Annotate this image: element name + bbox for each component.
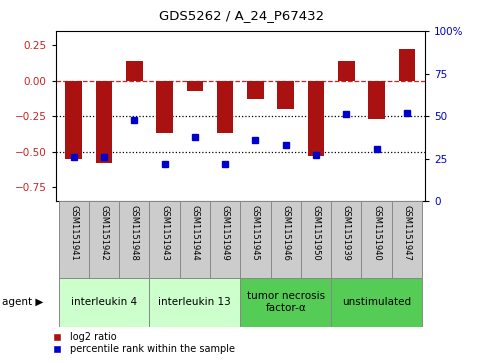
Bar: [277, 81, 294, 109]
Bar: [308, 81, 325, 156]
Bar: [58, 278, 149, 327]
Text: GSM1151939: GSM1151939: [342, 205, 351, 261]
Bar: [180, 201, 210, 278]
Text: GDS5262 / A_24_P67432: GDS5262 / A_24_P67432: [159, 9, 324, 22]
Bar: [270, 201, 301, 278]
Bar: [149, 201, 180, 278]
Text: interleukin 13: interleukin 13: [158, 297, 231, 307]
Text: GSM1151944: GSM1151944: [190, 205, 199, 261]
Text: GSM1151950: GSM1151950: [312, 205, 321, 261]
Bar: [210, 201, 241, 278]
Bar: [149, 278, 241, 327]
Text: GSM1151941: GSM1151941: [69, 205, 78, 261]
Text: GSM1151947: GSM1151947: [402, 205, 412, 261]
Text: agent ▶: agent ▶: [2, 297, 44, 307]
Bar: [65, 81, 82, 159]
Bar: [392, 201, 422, 278]
Text: unstimulated: unstimulated: [342, 297, 411, 307]
Text: GSM1151943: GSM1151943: [160, 205, 169, 261]
Bar: [89, 201, 119, 278]
Bar: [398, 49, 415, 81]
Text: GSM1151949: GSM1151949: [221, 205, 229, 261]
Bar: [96, 81, 113, 163]
Bar: [217, 81, 233, 133]
Text: interleukin 4: interleukin 4: [71, 297, 137, 307]
Bar: [368, 81, 385, 119]
Text: GSM1151942: GSM1151942: [99, 205, 109, 261]
Legend: log2 ratio, percentile rank within the sample: log2 ratio, percentile rank within the s…: [43, 329, 239, 358]
Text: GSM1151946: GSM1151946: [281, 205, 290, 261]
Text: GSM1151945: GSM1151945: [251, 205, 260, 261]
Bar: [119, 201, 149, 278]
Text: GSM1151940: GSM1151940: [372, 205, 381, 261]
Bar: [241, 201, 270, 278]
Bar: [241, 278, 331, 327]
Bar: [126, 61, 142, 81]
Bar: [247, 81, 264, 99]
Bar: [361, 201, 392, 278]
Text: tumor necrosis
factor-α: tumor necrosis factor-α: [247, 291, 325, 313]
Bar: [331, 201, 361, 278]
Bar: [331, 278, 422, 327]
Bar: [58, 201, 89, 278]
Bar: [156, 81, 173, 133]
Bar: [186, 81, 203, 90]
Bar: [301, 201, 331, 278]
Bar: [338, 61, 355, 81]
Text: GSM1151948: GSM1151948: [130, 205, 139, 261]
